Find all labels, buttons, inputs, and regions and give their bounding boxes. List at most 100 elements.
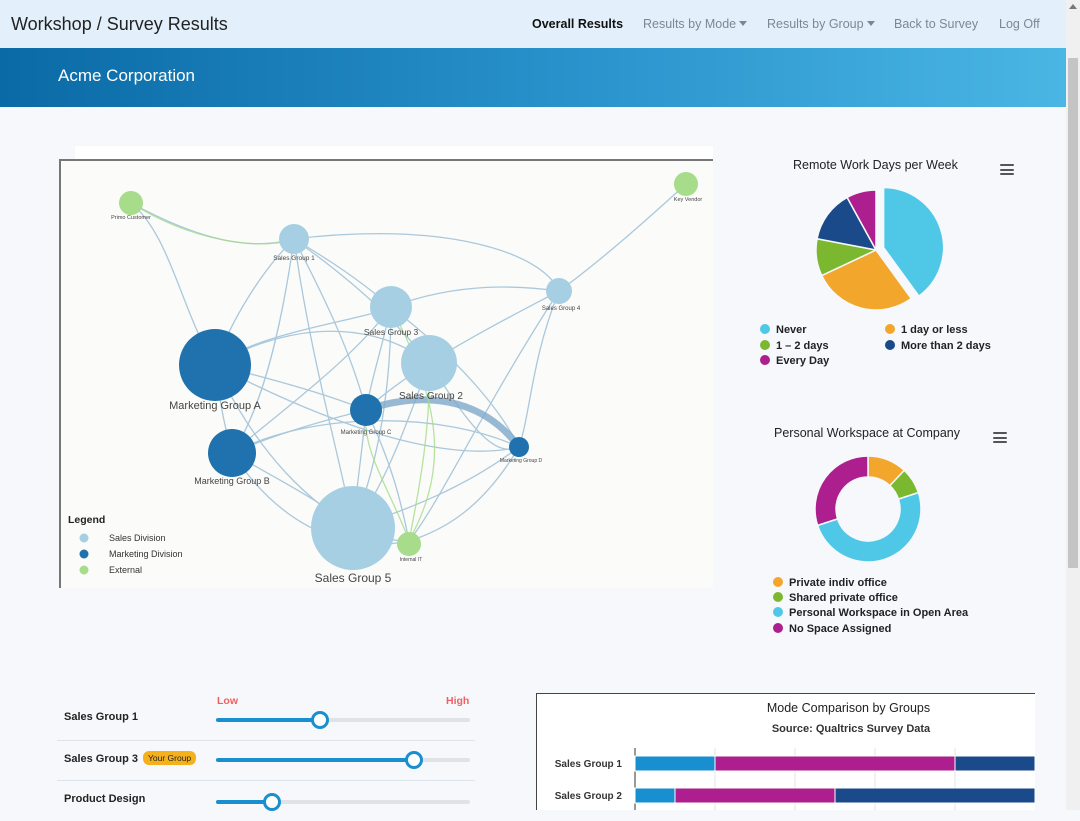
network-node-internal-it[interactable] — [397, 532, 421, 556]
remote-legend-1-2-days[interactable]: 1 – 2 days — [760, 340, 829, 352]
legend-dot — [885, 340, 895, 350]
navbar: Workshop / Survey Results Overall Result… — [0, 0, 1066, 48]
mode-bar-segment[interactable] — [714, 755, 956, 772]
slider-handle[interactable] — [262, 793, 281, 811]
workspace-legend-open-area[interactable]: Personal Workspace in Open Area — [773, 607, 968, 619]
mode-bar-chart: Sales Group 1 Sales Group 2 — [555, 748, 1035, 810]
slider-low-label: Low — [217, 695, 238, 707]
slider-handle[interactable] — [311, 711, 330, 729]
network-node-sales-group-5[interactable] — [311, 486, 395, 570]
company-banner: Acme Corporation — [0, 48, 1066, 107]
caret-down-icon — [866, 21, 875, 26]
remote-pie-chart — [815, 186, 945, 311]
node-label-marketing-group-b: Marketing Group B — [194, 476, 270, 486]
legend-dot-sales-division — [79, 533, 89, 543]
nav-back-to-survey[interactable]: Back to Survey — [894, 17, 979, 31]
node-label-sales-group-2: Sales Group 2 — [399, 391, 463, 402]
slider-fill — [216, 718, 321, 722]
hamburger-icon[interactable] — [1000, 164, 1014, 175]
legend-dot-external — [79, 565, 89, 575]
legend-dot — [760, 355, 770, 365]
nav-log-off[interactable]: Log Off — [999, 17, 1040, 31]
network-node-labels: Primo Customer Key Vendor Sales Group 1 … — [111, 197, 702, 585]
network-node-marketing-group-b[interactable] — [208, 429, 256, 477]
slider-handle[interactable] — [405, 751, 424, 769]
network-node-sales-group-1[interactable] — [279, 224, 309, 254]
remote-legend-1-day-or-less[interactable]: 1 day or less — [885, 324, 968, 336]
remote-pie-slice-3[interactable] — [816, 196, 878, 252]
legend-dot — [773, 592, 783, 602]
remote-legend-label: Every Day — [776, 355, 830, 367]
slider-label: Sales Group 1 — [64, 711, 138, 723]
remote-legend-label: Never — [776, 324, 807, 336]
slider-track[interactable] — [216, 711, 470, 729]
legend-dot — [773, 577, 783, 587]
slider-row-sales-group-3: Sales Group 3 Your Group — [57, 740, 475, 781]
node-label-marketing-group-d: Marketing Group D — [500, 458, 543, 464]
slider-track[interactable] — [216, 751, 470, 769]
app-title[interactable]: Workshop / Survey Results — [11, 14, 228, 34]
nav-results-by-group[interactable]: Results by Group — [767, 17, 875, 31]
remote-legend-label: 1 – 2 days — [776, 340, 829, 352]
node-label-internal-it: Internal IT — [400, 557, 423, 563]
mode-bar-segment[interactable] — [834, 787, 1035, 804]
network-edge-strong — [364, 396, 522, 450]
network-node-sales-group-4[interactable] — [546, 278, 572, 304]
workspace-legend-no-space[interactable]: No Space Assigned — [773, 623, 891, 635]
workspace-chart-title: Personal Workspace at Company — [774, 426, 960, 440]
scroll-thumb[interactable] — [1068, 58, 1078, 568]
workspace-donut-slice-2[interactable] — [816, 491, 922, 563]
workspace-legend-label: No Space Assigned — [789, 623, 892, 635]
mode-bar-segment[interactable] — [634, 755, 716, 772]
remote-legend-more-than-2-days[interactable]: More than 2 days — [885, 340, 991, 352]
workspace-legend-label: Shared private office — [789, 592, 898, 604]
workspace-legend-shared-private-office[interactable]: Shared private office — [773, 592, 898, 604]
nav-overall-results[interactable]: Overall Results — [532, 17, 624, 31]
remote-chart-title: Remote Work Days per Week — [793, 158, 958, 172]
legend-dot — [885, 324, 895, 334]
remote-pie-slice-1[interactable] — [820, 249, 913, 311]
scroll-up-arrow-icon[interactable] — [1069, 4, 1077, 9]
workspace-legend-private-indiv-office[interactable]: Private indiv office — [773, 577, 887, 589]
your-group-badge: Your Group — [142, 751, 197, 765]
network-node-primo-customer[interactable] — [119, 191, 143, 215]
mode-chart-subtitle: Source: Qualtrics Survey Data — [771, 723, 931, 735]
network-external-edges — [130, 202, 436, 542]
slider-row-product-design: Product Design — [57, 781, 475, 821]
mode-bar-segment[interactable] — [954, 755, 1035, 772]
mode-chart-title: Mode Comparison by Groups — [766, 701, 931, 715]
mode-category-label: Sales Group 2 — [555, 791, 623, 802]
node-label-marketing-group-c: Marketing Group C — [341, 430, 392, 436]
remote-legend-every-day[interactable]: Every Day — [760, 355, 829, 367]
remote-pie-slice-0[interactable] — [882, 186, 945, 298]
hamburger-icon[interactable] — [993, 432, 1007, 443]
remote-legend-label: 1 day or less — [901, 324, 968, 336]
nav-results-by-mode[interactable]: Results by Mode — [643, 17, 748, 31]
workspace-donut-chart — [814, 455, 922, 563]
network-legend-title: Legend — [68, 514, 105, 526]
remote-pie-slice-4[interactable] — [846, 189, 877, 251]
network-node-sales-group-2[interactable] — [401, 335, 457, 391]
network-node-sales-group-3[interactable] — [370, 286, 412, 328]
slider-track[interactable] — [216, 793, 470, 811]
remote-legend-never[interactable]: Never — [760, 324, 807, 336]
network-node-marketing-group-d[interactable] — [509, 437, 529, 457]
node-label-sales-group-1: Sales Group 1 — [273, 255, 315, 262]
network-node-marketing-group-a[interactable] — [179, 329, 251, 401]
network-legend: Legend Sales Division Marketing Division… — [68, 514, 183, 575]
node-label-sales-group-3: Sales Group 3 — [364, 327, 419, 337]
nav-results-by-group-label: Results by Group — [767, 17, 864, 31]
network-node-key-vendor[interactable] — [674, 172, 698, 196]
company-name: Acme Corporation — [58, 66, 196, 85]
remote-legend-label: More than 2 days — [901, 340, 991, 352]
mode-bar-segment[interactable] — [674, 787, 836, 804]
mode-bar-segment[interactable] — [634, 787, 676, 804]
workspace-donut-slice-3[interactable] — [814, 455, 869, 527]
node-label-sales-group-5: Sales Group 5 — [315, 571, 392, 585]
network-node-marketing-group-c[interactable] — [350, 394, 382, 426]
network-graph-svg: Primo Customer Key Vendor Sales Group 1 … — [68, 172, 702, 585]
page-scrollbar[interactable] — [1066, 0, 1080, 810]
caret-down-icon — [739, 21, 748, 26]
mode-category-label: Sales Group 1 — [555, 759, 623, 770]
legend-label-sales-division: Sales Division — [109, 533, 166, 543]
